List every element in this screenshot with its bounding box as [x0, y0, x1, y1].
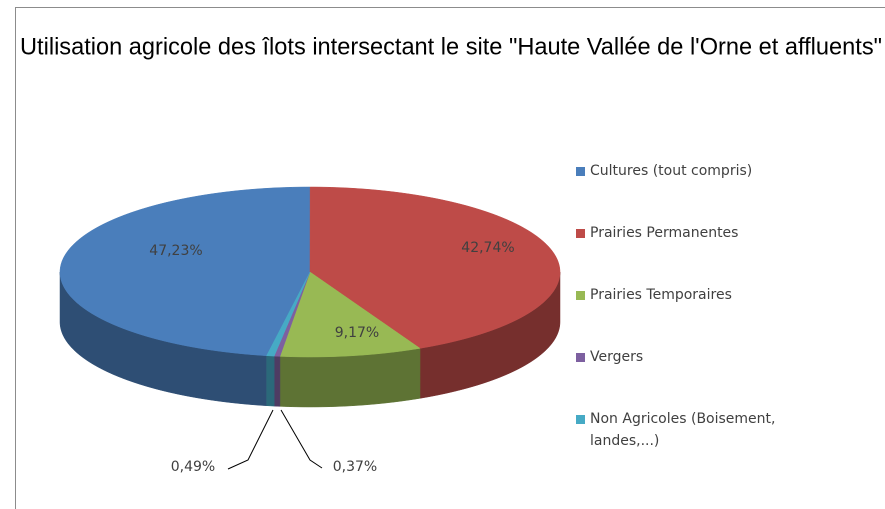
legend-label: Vergers [590, 349, 644, 365]
leader-line [280, 409, 323, 469]
slice-side [266, 355, 275, 407]
legend-swatch [576, 353, 585, 362]
legend-label: Prairies Permanentes [590, 225, 739, 241]
legend-swatch [576, 229, 585, 238]
slice [266, 271, 311, 357]
data-label: 9,17% [335, 325, 379, 341]
chart-title: Utilisation agricole des îlots intersect… [20, 33, 882, 60]
legend-label: Cultures (tout compris) [590, 163, 753, 179]
legend-label: Non Agricoles (Boisement, landes,...) [590, 411, 776, 449]
legend-label: Prairies Temporaires [590, 287, 732, 303]
slice [309, 186, 561, 349]
slice-side [273, 355, 281, 407]
legend-swatch [576, 415, 585, 424]
data-label: 0,49% [171, 459, 215, 475]
legend-swatch [576, 291, 585, 300]
slice [279, 271, 421, 358]
leader-line [227, 409, 274, 470]
data-label: 47,23% [149, 243, 202, 259]
legend-swatch [576, 167, 585, 176]
data-label: 42,74% [461, 240, 514, 256]
data-label: 0,37% [333, 459, 377, 475]
slice [59, 186, 311, 356]
